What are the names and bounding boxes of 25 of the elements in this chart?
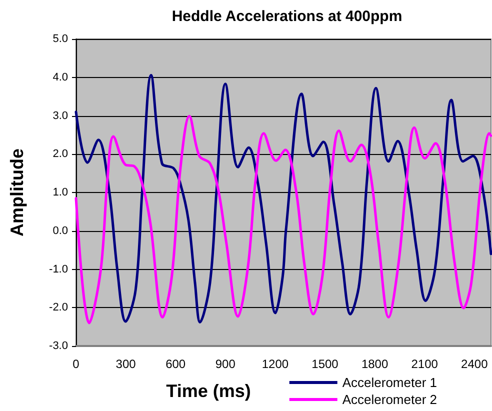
y-tick-label: 1.0	[52, 186, 68, 198]
y-tick-label: 3.0	[52, 110, 68, 122]
x-tick-label: 900	[215, 357, 236, 371]
x-tick-label: 600	[166, 357, 186, 371]
x-axis-title: Time (ms)	[166, 381, 251, 401]
legend-label: Accelerometer 1	[342, 375, 438, 390]
x-tick-label: 1200	[262, 357, 289, 371]
line-series	[74, 114, 492, 324]
x-tick-label: 2100	[411, 357, 438, 371]
x-tick-label: 0	[72, 357, 80, 371]
chart-title: Heddle Accelerations at 400ppm	[172, 8, 402, 25]
x-tick-label: 1500	[312, 357, 339, 371]
legend-label: Accelerometer 2	[342, 392, 438, 407]
y-tick-label: 2.0	[52, 148, 68, 160]
y-tick-label: -2.0	[49, 302, 68, 314]
y-tick-label: 5.0	[52, 33, 68, 45]
x-tick-label: 300	[116, 357, 136, 371]
y-tick-label: -1.0	[49, 263, 68, 276]
y-axis-title: Amplitude	[7, 148, 27, 236]
y-tick-label: -3.0	[49, 340, 68, 352]
x-tick-label: 1800	[361, 357, 388, 371]
y-tick-label: 0.0	[52, 224, 68, 237]
x-tick-label: 2400	[461, 357, 488, 371]
line-series	[74, 74, 492, 324]
y-tick-label: 4.0	[52, 71, 68, 84]
